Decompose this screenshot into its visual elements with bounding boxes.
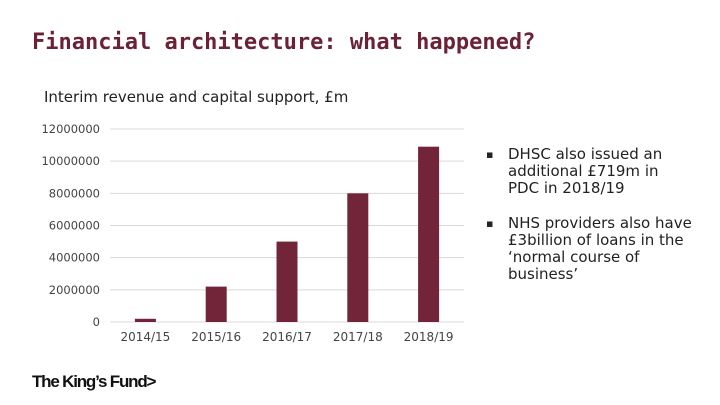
y-tick-label: 4000000	[49, 251, 100, 265]
bar-chart: 0 2000000 4000000 6000000 8000000 10000000 120…	[41, 122, 464, 344]
x-tick-label: 2017/18	[333, 330, 383, 344]
bar	[276, 241, 298, 322]
bar	[134, 318, 156, 322]
square-bullet-icon: ▪	[486, 217, 494, 230]
y-tick-label: 10000000	[41, 154, 100, 168]
bullet-text: DHSC also issued an additional £719m in …	[508, 145, 663, 197]
bar	[205, 286, 227, 322]
kings-fund-logo: The King’s Fund>	[32, 372, 156, 391]
bullet-text: NHS providers also have £3billion of loa…	[508, 214, 692, 283]
y-tick-label: 6000000	[49, 219, 100, 233]
x-tick-label: 2016/17	[262, 330, 312, 344]
y-tick-label: 12000000	[41, 122, 100, 136]
y-tick-label: 8000000	[49, 186, 100, 200]
y-tick-label: 2000000	[49, 283, 100, 297]
bullet-list: ▪ DHSC also issued an additional £719m i…	[484, 146, 694, 301]
square-bullet-icon: ▪	[486, 148, 494, 161]
bar	[347, 193, 369, 322]
x-tick-label: 2014/15	[120, 330, 170, 344]
bullet-item: ▪ NHS providers also have £3billion of l…	[484, 215, 694, 283]
chart-subtitle: Interim revenue and capital support, £m	[44, 88, 349, 106]
x-tick-label: 2015/16	[191, 330, 241, 344]
x-tick-label: 2018/19	[404, 330, 454, 344]
slide-title: Financial architecture: what happened?	[32, 30, 536, 55]
y-tick-label: 0	[93, 315, 100, 329]
bullet-item: ▪ DHSC also issued an additional £719m i…	[484, 146, 694, 197]
bar	[418, 146, 440, 322]
